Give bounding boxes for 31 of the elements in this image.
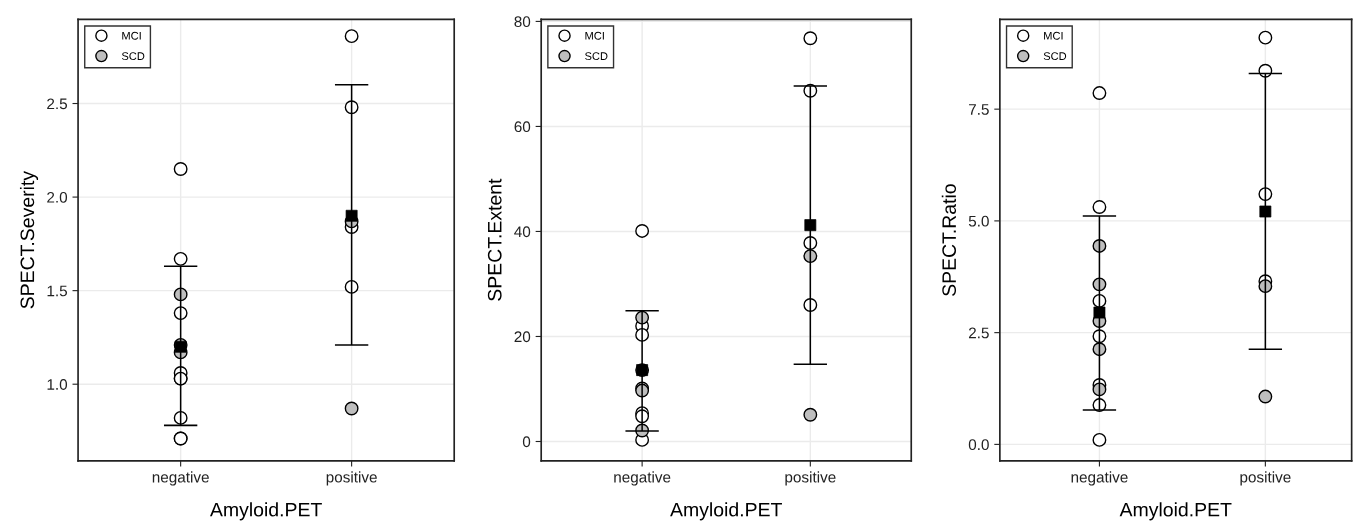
legend-label: SCD — [121, 52, 145, 61]
x-tick-label: positive — [1240, 471, 1291, 486]
y-tick-label: 5.0 — [968, 215, 989, 227]
y-tick-label: 20 — [514, 331, 531, 343]
x-tick-label: negative — [614, 471, 671, 486]
legend-label: MCI — [585, 31, 604, 40]
y-tick-label: 2.5 — [47, 98, 68, 110]
y-tick-label: 2.0 — [47, 191, 68, 203]
legend-label: MCI — [122, 31, 141, 40]
y-axis-title: SPECT.Ratio — [941, 184, 957, 296]
legend-label: SCD — [1043, 52, 1067, 61]
x-tick-label: negative — [152, 471, 209, 486]
y-tick-label: 1.0 — [47, 379, 68, 390]
y-axis-title: SPECT.Severity — [19, 171, 39, 309]
y-tick-label: 60 — [514, 121, 531, 133]
y-tick-label: 0.0 — [968, 439, 989, 451]
legend-label: MCI — [1044, 31, 1063, 40]
x-axis-title: Amyloid.PET — [670, 502, 782, 521]
y-tick-label: 1.5 — [47, 285, 68, 297]
y-tick-label: 40 — [514, 226, 531, 238]
x-tick-label: positive — [785, 471, 836, 486]
y-tick-label: 0 — [522, 436, 531, 448]
y-tick-label: 80 — [514, 16, 531, 28]
x-axis-title: Amyloid.PET — [1119, 502, 1232, 521]
y-tick-label: 7.5 — [969, 104, 989, 115]
x-tick-label: negative — [1071, 471, 1128, 486]
y-tick-label: 2.5 — [968, 327, 989, 339]
x-axis-title: Amyloid.PET — [209, 502, 322, 521]
y-axis-title: SPECT.Extent — [487, 178, 502, 301]
legend-label: SCD — [585, 52, 608, 61]
x-tick-label: positive — [326, 471, 377, 486]
